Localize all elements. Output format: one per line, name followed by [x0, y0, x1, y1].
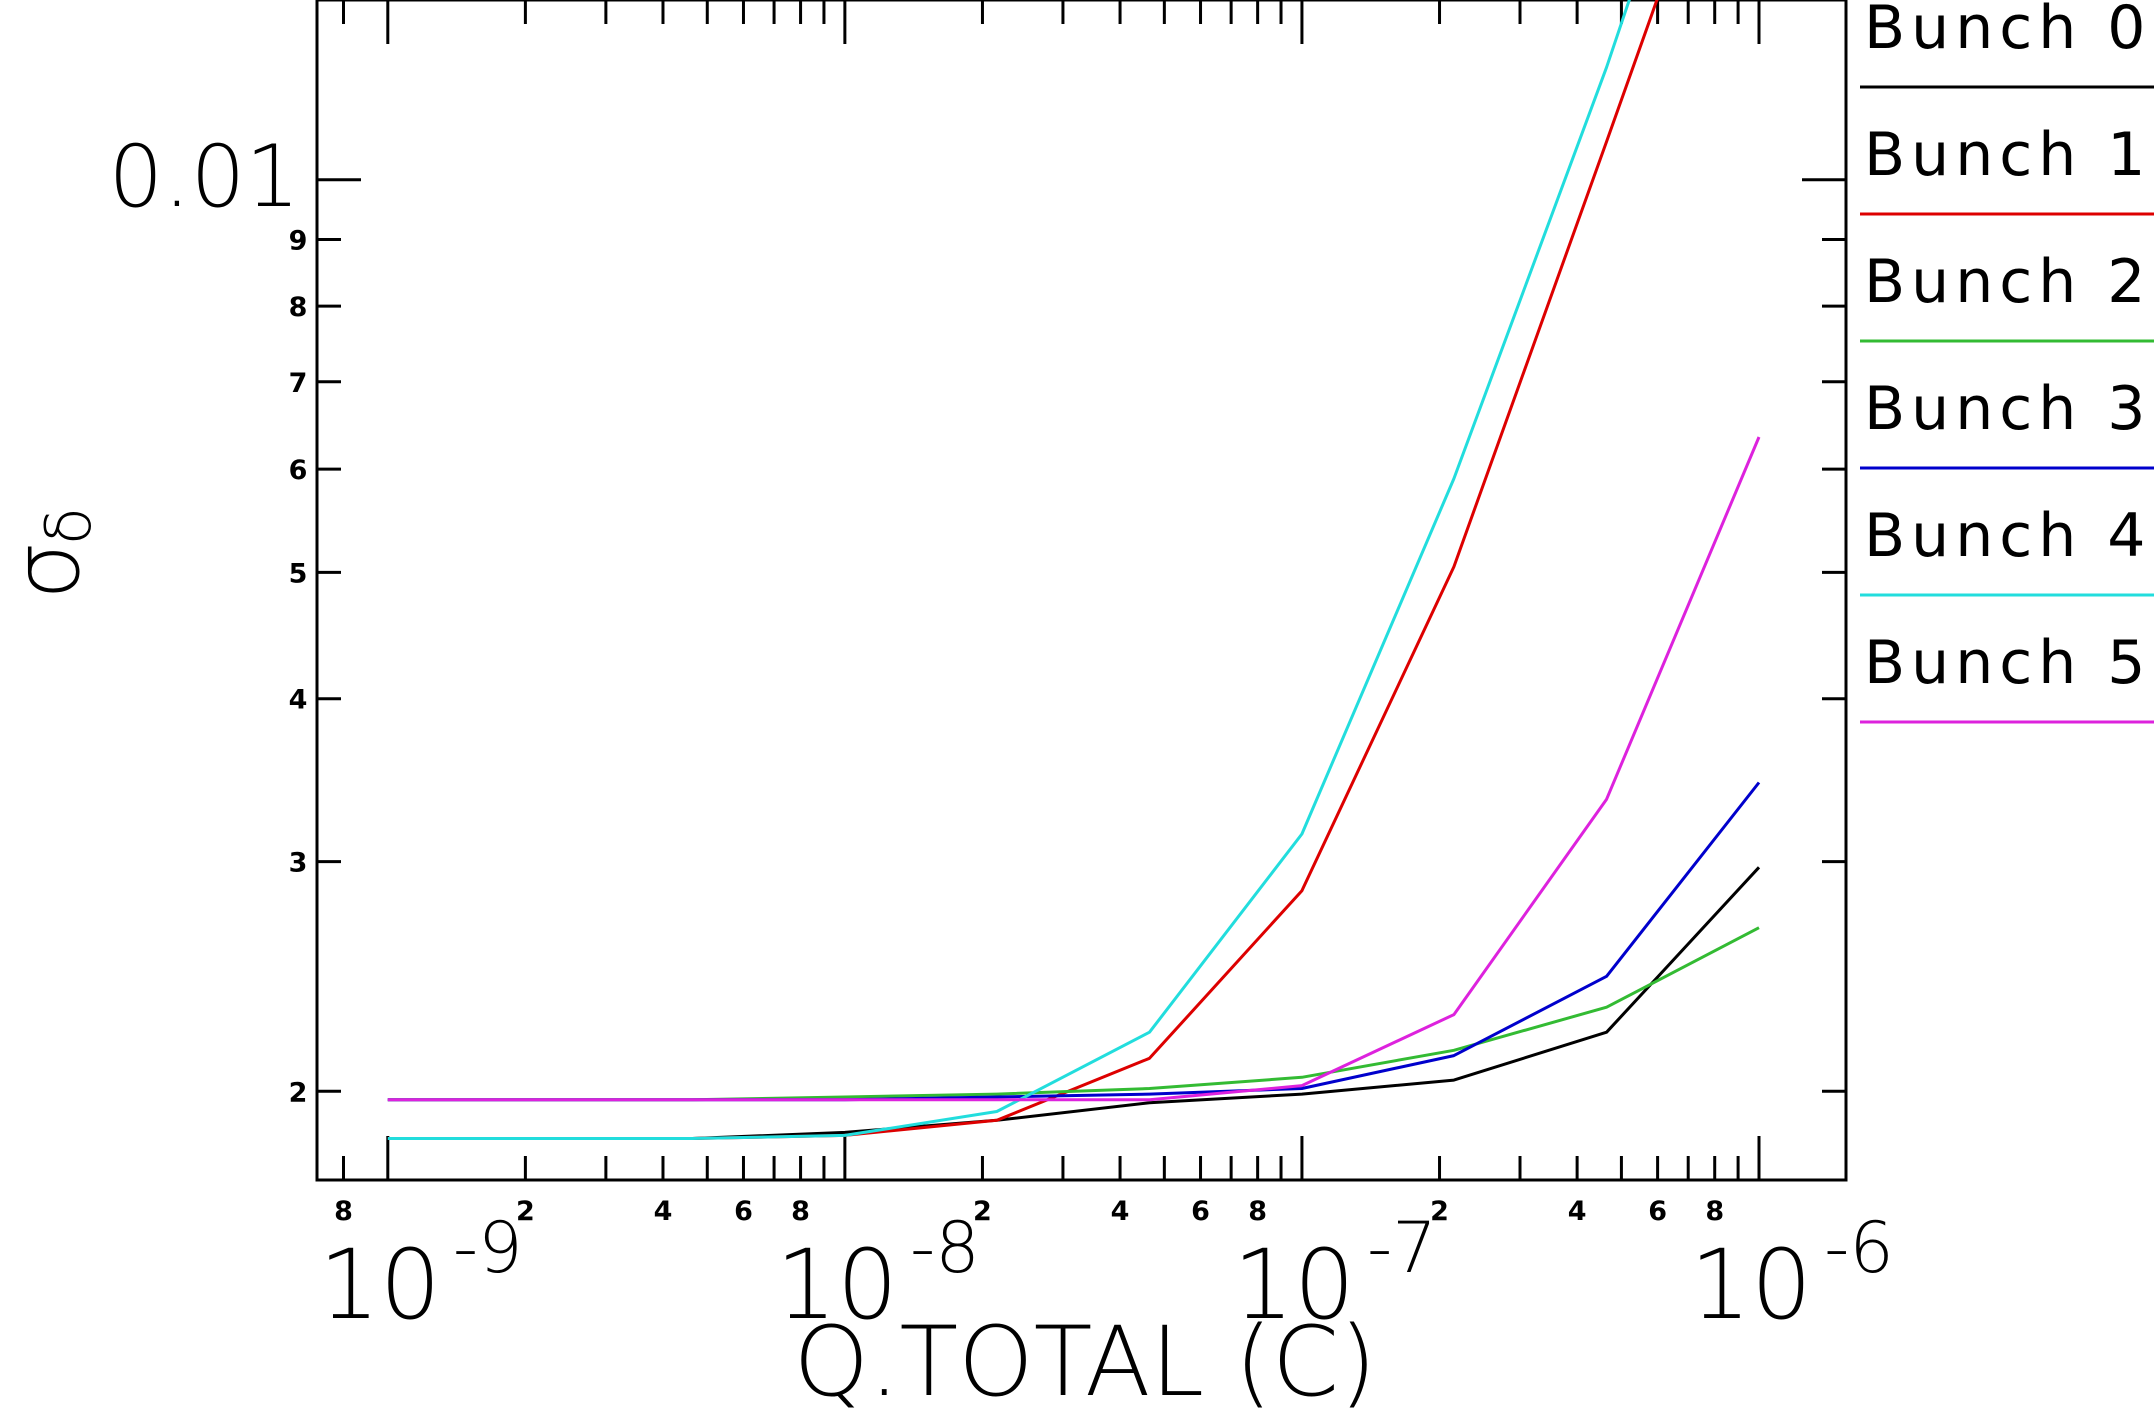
x-minor-tick-label: 6 — [734, 1196, 753, 1227]
series-line-bunch-3 — [388, 783, 1759, 1100]
x-minor-tick-label: 8 — [1705, 1196, 1724, 1227]
x-decade-label-exponent: -9 — [453, 1207, 523, 1289]
x-minor-tick-label: 8 — [1248, 1196, 1267, 1227]
y-minor-tick-label: 4 — [289, 685, 308, 716]
legend: Bunch 0 Bunch 1 Bunch 2 Bunch 3 Bunch 4 Bunch… — [1860, 0, 2154, 722]
x-decade-label-exponent: -6 — [1824, 1207, 1894, 1289]
legend-label-bunch-0: Bunch 0 — [1864, 0, 2151, 63]
y-minor-tick-label: 7 — [289, 368, 308, 399]
x-minor-tick-label: 4 — [1111, 1196, 1130, 1227]
y-minor-tick-label: 2 — [289, 1077, 308, 1108]
x-minor-tick-label: 4 — [654, 1196, 673, 1227]
x-minor-tick-label: 8 — [334, 1196, 353, 1227]
x-axis-label: Q.TOTAL (C) — [793, 1306, 1376, 1418]
y-minor-tick-label: 9 — [289, 225, 308, 256]
series-line-bunch-1 — [388, 0, 1759, 1139]
y-minor-tick-label: 6 — [289, 455, 308, 486]
y-axis-label-symbol: σ — [0, 542, 100, 600]
y-axis: 2 3 4 5 6 7 8 90.01 — [109, 127, 1846, 1108]
x-decade-label-exponent: -8 — [910, 1207, 980, 1289]
y-major-tick-label: 0.01 — [109, 127, 300, 227]
y-minor-tick-label: 8 — [289, 292, 308, 323]
x-minor-tick-label: 4 — [1568, 1196, 1587, 1227]
y-axis-label-subscript: δ — [32, 507, 105, 545]
x-minor-tick-label: 6 — [1648, 1196, 1667, 1227]
x-minor-tick-label: 8 — [791, 1196, 810, 1227]
legend-label-bunch-5: Bunch 5 — [1864, 628, 2151, 698]
y-axis-label: σ δ — [0, 507, 105, 600]
series-line-bunch-4 — [388, 0, 1759, 1139]
x-decade-label-base: 10 — [1690, 1229, 1812, 1341]
series-lines — [388, 0, 1759, 1139]
y-minor-tick-label: 5 — [289, 558, 308, 589]
x-decade-label-exponent: -7 — [1367, 1207, 1437, 1289]
legend-label-bunch-1: Bunch 1 — [1864, 120, 2151, 190]
series-line-bunch-5 — [388, 437, 1759, 1100]
y-minor-tick-label: 3 — [289, 848, 308, 879]
series-line-bunch-2 — [388, 928, 1759, 1100]
x-minor-tick-label: 6 — [1191, 1196, 1210, 1227]
legend-label-bunch-3: Bunch 3 — [1864, 374, 2151, 444]
legend-label-bunch-2: Bunch 2 — [1864, 247, 2151, 317]
legend-label-bunch-4: Bunch 4 — [1864, 501, 2151, 571]
x-decade-label-base: 10 — [319, 1229, 441, 1341]
